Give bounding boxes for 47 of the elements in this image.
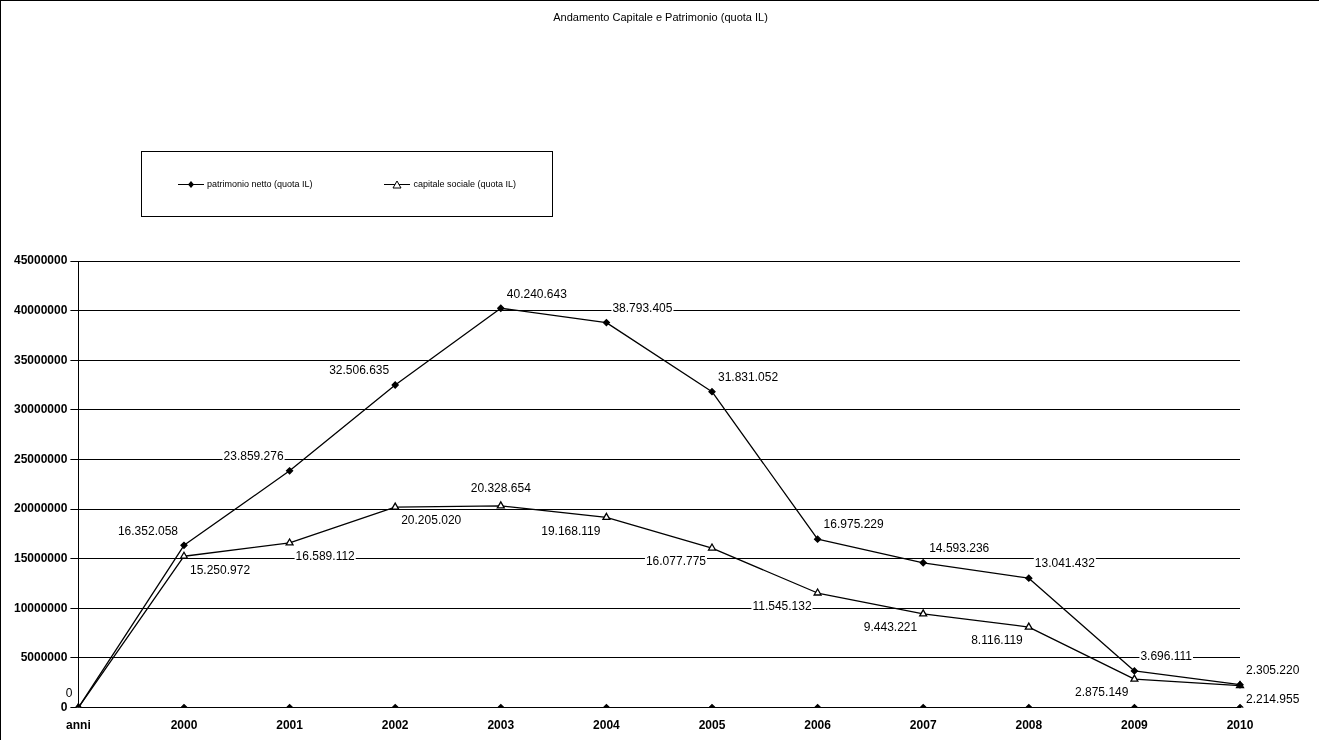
x-tick-label: 2000: [170, 718, 198, 733]
data-label: 14.593.236: [929, 541, 990, 556]
data-label: 13.041.432: [1034, 556, 1096, 571]
data-label: 2.214.955: [1246, 691, 1300, 706]
data-label: 11.545.132: [752, 599, 812, 614]
y-tick-label: 10000000: [14, 600, 68, 615]
x-tick-label: 2004: [593, 718, 621, 733]
x-tick-label: anni: [66, 718, 91, 733]
data-label: 9.443.221: [863, 620, 918, 635]
data-label: 15.250.972: [189, 562, 251, 577]
y-tick-label: 15000000: [14, 551, 68, 566]
x-tick-label: 2009: [1121, 718, 1149, 733]
legend-label: capitale sociale (quota IL): [413, 179, 517, 189]
y-tick-label: 40000000: [14, 302, 68, 317]
data-label: 20.328.654: [470, 481, 532, 496]
data-label: 19.168.119: [541, 523, 601, 538]
chart-title: Andamento Capitale e Patrimonio (quota IL): [552, 11, 769, 23]
x-tick-label: 2006: [804, 718, 832, 733]
data-label: 16.352.058: [117, 523, 179, 538]
x-tick-label: 2001: [276, 718, 304, 733]
y-tick-label: 0: [60, 699, 68, 714]
legend-label: patrimonio netto (quota IL): [206, 179, 313, 189]
y-tick-label: 5000000: [20, 650, 68, 665]
data-label: 2.875.149: [1075, 685, 1129, 700]
data-label: 40.240.643: [506, 286, 568, 301]
data-label: 8.116.119: [971, 633, 1024, 648]
data-label: 3.696.111: [1140, 649, 1193, 664]
x-tick-label: 2002: [381, 718, 409, 733]
data-label: 16.589.112: [295, 549, 356, 564]
data-label: 23.859.276: [223, 449, 284, 464]
x-tick-label: 2008: [1015, 718, 1043, 733]
data-label: 38.793.405: [612, 300, 673, 315]
y-tick-label: 45000000: [14, 253, 68, 268]
data-label: 31.831.052: [718, 370, 779, 385]
data-label: 20.205.020: [401, 513, 462, 528]
y-tick-label: 35000000: [14, 352, 68, 367]
x-tick-label: 2005: [698, 718, 726, 733]
data-label: 16.077.775: [645, 554, 707, 569]
y-tick-label: 20000000: [14, 501, 68, 516]
data-label: 16.975.229: [823, 517, 884, 532]
y-tick-label: 25000000: [14, 451, 68, 466]
y-tick-label: 30000000: [14, 402, 68, 417]
x-tick-label: 2010: [1226, 718, 1254, 733]
data-label: 2.305.220: [1246, 663, 1300, 678]
data-label: 32.506.635: [329, 363, 390, 378]
x-tick-label: 2007: [909, 718, 937, 733]
x-tick-label: 2003: [487, 718, 515, 733]
